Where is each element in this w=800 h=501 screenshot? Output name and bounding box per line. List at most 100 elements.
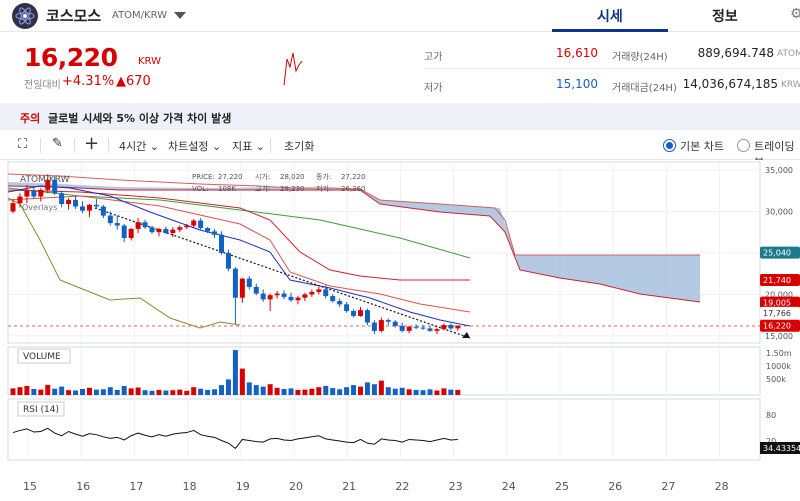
reset-button[interactable]: 초기화: [284, 140, 315, 153]
gear-icon[interactable]: ⚙: [790, 6, 800, 22]
indicators-dropdown[interactable]: 지표 ⌄: [232, 140, 265, 153]
info-vol: 108K: [218, 185, 236, 193]
interval-dropdown[interactable]: 4시간 ⌄: [119, 140, 159, 153]
candle-body: [184, 225, 190, 228]
candle-body: [114, 223, 120, 226]
volume-bar: [38, 389, 44, 395]
low-label: 저가: [424, 83, 443, 94]
volume-bar: [59, 386, 65, 395]
candle-body: [24, 190, 30, 197]
volume-bar: [170, 390, 176, 395]
fullscreen-icon[interactable]: ⛶: [18, 137, 28, 152]
tradingview-radio[interactable]: [737, 139, 750, 152]
toolbar-divider: [74, 138, 75, 153]
volume-bar: [177, 389, 183, 395]
volume-bar: [225, 379, 231, 395]
volume-bar: [455, 389, 461, 395]
change-amount: ▲670: [116, 74, 151, 89]
volume-bar: [198, 388, 204, 395]
volume-bars: [10, 350, 461, 395]
volume-tick-label: 500k: [766, 375, 786, 384]
info-price-label: PRICE:: [192, 173, 215, 181]
volume-bar: [344, 387, 350, 395]
info-low-label: 저가:: [316, 184, 331, 193]
volume-bar: [441, 388, 447, 395]
pencil-icon[interactable]: ✎: [52, 136, 63, 151]
ma-red-line: [7, 189, 470, 281]
crosshair-icon[interactable]: +: [84, 133, 100, 154]
basic-chart-radio[interactable]: [663, 139, 676, 152]
price-gap-notice: 주의 글로벌 시세와 5% 이상 가격 차이 발생: [0, 103, 800, 130]
candle-body: [31, 190, 37, 197]
candle-body: [441, 325, 447, 330]
x-tick-label: 25: [555, 480, 569, 493]
volume-bar: [24, 386, 30, 395]
amount-value: 14,036,674,185: [682, 77, 778, 91]
coin-pair: ATOM/KRW: [112, 10, 168, 21]
candle-body: [163, 228, 169, 234]
price-tag-label: 21,740: [763, 276, 791, 285]
toolbar-divider: [40, 138, 41, 153]
candle-body: [267, 295, 273, 300]
cloud-area: [8, 182, 700, 302]
volume-label: 거래량(24H): [612, 52, 668, 63]
candle-body: [135, 222, 141, 229]
candle-body: [427, 328, 433, 331]
candle-body: [420, 327, 426, 329]
market-header: 코스모스 ATOM/KRW 시세 정보 ⚙: [0, 0, 800, 32]
volume-bar: [351, 385, 357, 395]
candle-body: [80, 206, 85, 211]
volume-bar: [184, 390, 190, 395]
volume-bar: [267, 384, 273, 395]
chevron-down-icon[interactable]: [174, 12, 186, 19]
candle-body: [385, 320, 391, 322]
x-tick-label: 26: [608, 480, 622, 493]
rsi-line: [12, 427, 458, 450]
info-close-label: 종가:: [316, 172, 331, 181]
candle-body: [344, 304, 350, 311]
candle-body: [378, 320, 384, 331]
volume-bar: [17, 387, 23, 395]
volume-unit: ATOM: [777, 49, 800, 59]
volume-bar: [281, 389, 287, 395]
candle-body: [253, 286, 259, 294]
volume-bar: [66, 390, 72, 395]
chart-axes: 35,00030,00025,00020,00015,00025,04021,7…: [23, 166, 800, 493]
candle-body: [406, 326, 412, 331]
x-tick-label: 18: [183, 480, 197, 493]
candle-body: [107, 215, 113, 224]
volume-bar: [413, 389, 419, 395]
candle-body: [10, 203, 16, 212]
info-high-label: 고가:: [255, 184, 270, 193]
ma-red-line-2: [7, 195, 471, 313]
basic-chart-label[interactable]: 기본 차트: [680, 140, 724, 153]
volume-bar: [156, 389, 162, 395]
x-tick-label: 28: [715, 480, 729, 493]
notice-tag: 주의: [20, 112, 41, 125]
rsi-tick-label: 80: [766, 411, 776, 420]
chart-settings-dropdown[interactable]: 차트설정 ⌄: [168, 140, 222, 153]
candle-body: [52, 179, 58, 194]
candle-body: [323, 289, 329, 297]
info-vol-label: VOL:: [192, 185, 208, 193]
change-label: 전일대비: [24, 80, 61, 91]
volume-bar: [100, 389, 106, 395]
candle-body: [274, 293, 280, 296]
candle-body: [142, 222, 148, 228]
volume-bar: [107, 387, 113, 395]
price-tag-label: 17,766: [763, 309, 791, 318]
volume-bar: [371, 384, 377, 395]
candle-body: [73, 199, 79, 207]
chart-labels: ATOM/KRW Overlays PRICE: 27,220 시가: 28,0…: [17, 172, 366, 417]
candlestick-chart[interactable]: 35,00030,00025,00020,00015,00025,04021,7…: [0, 160, 800, 501]
volume-value: 889,694.748: [697, 46, 774, 60]
tab-price[interactable]: 시세: [597, 9, 623, 25]
volume-tick-label: 1.50m: [766, 349, 792, 358]
overlays-label: Overlays: [22, 203, 57, 212]
tab-info[interactable]: 정보: [712, 9, 738, 25]
candle-body: [413, 326, 419, 328]
candle-body: [260, 293, 266, 300]
info-open-label: 시가:: [255, 172, 270, 181]
x-tick-label: 17: [129, 480, 143, 493]
x-tick-label: 19: [236, 480, 250, 493]
